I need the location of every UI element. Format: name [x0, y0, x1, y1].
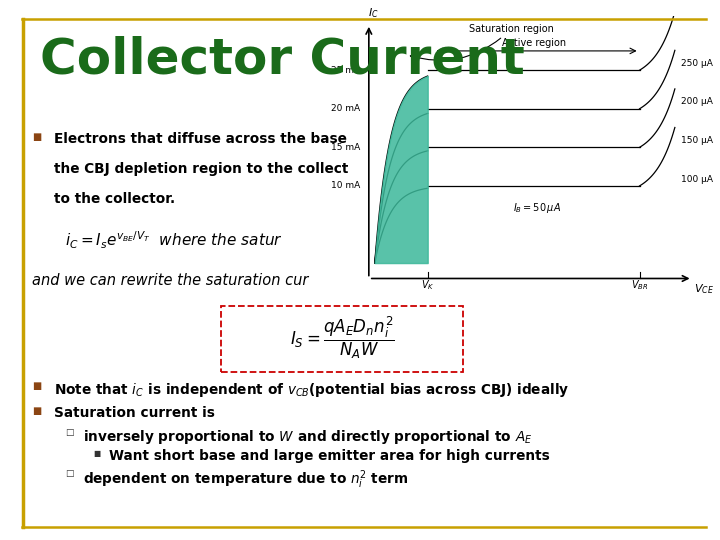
Text: Electrons that diffuse across the base: Electrons that diffuse across the base: [54, 132, 347, 146]
Text: to the collector.: to the collector.: [54, 192, 175, 206]
Text: and we can rewrite the saturation cur: and we can rewrite the saturation cur: [32, 273, 309, 288]
Text: $V_{CE}$: $V_{CE}$: [694, 282, 714, 296]
Text: $i_C = I_s e^{v_{BE}/V_T}$  where the satur: $i_C = I_s e^{v_{BE}/V_T}$ where the sat…: [65, 230, 282, 251]
Text: $I_C$: $I_C$: [368, 6, 379, 20]
Text: □: □: [65, 469, 73, 478]
Text: 20 mA: 20 mA: [331, 104, 360, 113]
Text: Saturation region: Saturation region: [410, 24, 554, 60]
Text: $I_B = 50\,\mu A$: $I_B = 50\,\mu A$: [513, 200, 561, 214]
Text: ■: ■: [94, 449, 101, 458]
Text: 25 mA: 25 mA: [331, 66, 360, 75]
Text: □: □: [65, 428, 73, 437]
Text: $I_S = \dfrac{qA_E D_n n_i^2}{N_A W}$: $I_S = \dfrac{qA_E D_n n_i^2}{N_A W}$: [289, 314, 395, 361]
Text: Want short base and large emitter area for high currents: Want short base and large emitter area f…: [109, 449, 550, 463]
Text: 15 mA: 15 mA: [330, 143, 360, 152]
Text: 10 mA: 10 mA: [330, 181, 360, 191]
Text: 200 μA: 200 μA: [680, 97, 713, 106]
Text: Collector Current: Collector Current: [40, 35, 524, 83]
Text: 150 μA: 150 μA: [680, 136, 713, 145]
Text: 250 μA: 250 μA: [680, 59, 713, 68]
Text: $V_K$: $V_K$: [421, 278, 434, 292]
Text: Note that $i_C$ is independent of $v_{CB}$(potential bias across CBJ) ideally: Note that $i_C$ is independent of $v_{CB…: [54, 381, 570, 399]
Text: ■: ■: [32, 132, 42, 143]
Text: inversely proportional to $W$ and directly proportional to $A_E$: inversely proportional to $W$ and direct…: [83, 428, 532, 446]
Text: the CBJ depletion region to the collect: the CBJ depletion region to the collect: [54, 162, 348, 176]
Text: 100 μA: 100 μA: [680, 174, 713, 184]
Text: ■: ■: [32, 381, 42, 391]
Text: ■: ■: [32, 406, 42, 416]
Text: Saturation current is: Saturation current is: [54, 406, 215, 420]
Text: Active region: Active region: [502, 37, 566, 48]
Text: $V_{BR}$: $V_{BR}$: [631, 278, 648, 292]
Text: dependent on temperature due to $n_i^2$ term: dependent on temperature due to $n_i^2$ …: [83, 469, 408, 491]
